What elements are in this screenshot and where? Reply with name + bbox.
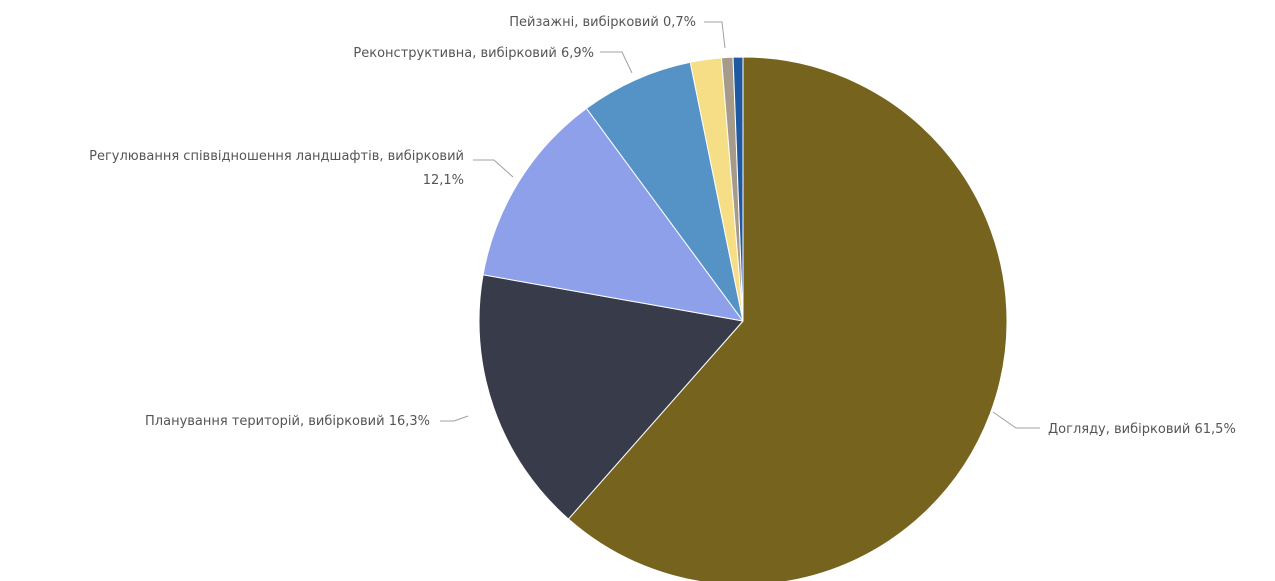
pie-slices [478,56,1008,581]
leader-line-4 [600,51,633,74]
slice-label-4: Реконструктивна, вибірковий 6,9% [353,46,594,61]
pie-slice-3 [482,107,744,322]
slice-label-6: Пейзажні, вибірковий 0,7% [509,15,696,30]
leader-line-2 [440,415,469,422]
slice-label-1: Догляду, вибірковий 61,5% [1048,422,1236,437]
pie-slice-4 [585,61,744,322]
leader-line-6 [704,21,726,49]
leader-line-1 [992,411,1040,429]
data-labels: Догляду, вибірковий 61,5% Планування тери… [89,15,1236,437]
leader-lines [440,21,1040,429]
slice-label-2: Планування територій, вибірковий 16,3% [145,414,430,429]
leader-line-3 [473,159,514,178]
pie-slice-7 [732,56,744,322]
pie-slice-2 [478,274,744,520]
pie-slice-1 [567,56,1008,581]
slice-label-3: Регулювання співвідношення ландшафтів, в… [89,149,464,188]
